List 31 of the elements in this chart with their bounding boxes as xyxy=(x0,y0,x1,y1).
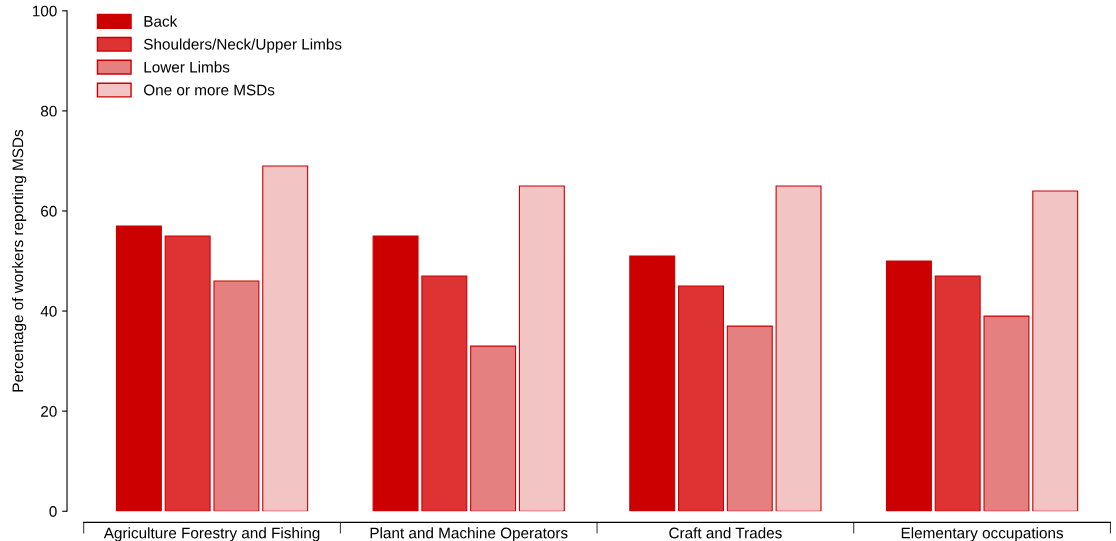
y-tick-label: 100 xyxy=(32,5,57,17)
y-axis-title: Percentage of workers reporting MSDs xyxy=(12,129,27,392)
legend-label: One or more MSDs xyxy=(144,84,275,96)
bar xyxy=(775,185,822,512)
x-tick-label: Agriculture Forestry and Fishing xyxy=(103,527,320,541)
y-tick-label: 80 xyxy=(40,105,57,117)
legend-label: Lower Limbs xyxy=(144,61,230,73)
bar xyxy=(934,275,981,512)
y-tick-label: 0 xyxy=(49,506,57,517)
bar xyxy=(726,325,773,512)
y-tick-label: 20 xyxy=(41,406,57,417)
x-tick-label: Plant and Machine Operators xyxy=(370,527,568,541)
bar xyxy=(115,225,162,512)
bar xyxy=(518,185,565,512)
y-tick-label: 60 xyxy=(41,205,57,217)
bar xyxy=(629,255,676,512)
bar xyxy=(164,235,211,512)
bar xyxy=(1032,190,1079,512)
x-tick-label: Craft and Trades xyxy=(669,527,782,539)
y-tick-label: 40 xyxy=(40,305,57,317)
bar xyxy=(262,165,309,512)
bar xyxy=(885,260,932,512)
bar xyxy=(678,285,725,512)
legend-label: Shoulders/Neck/Upper Limbs xyxy=(143,38,342,53)
bar xyxy=(213,280,260,512)
legend-label: Back xyxy=(144,15,178,27)
bar xyxy=(983,315,1030,512)
bar xyxy=(372,235,419,512)
bar xyxy=(421,275,468,512)
x-tick-label: Elementary occupations xyxy=(901,527,1064,541)
bar xyxy=(470,345,517,512)
